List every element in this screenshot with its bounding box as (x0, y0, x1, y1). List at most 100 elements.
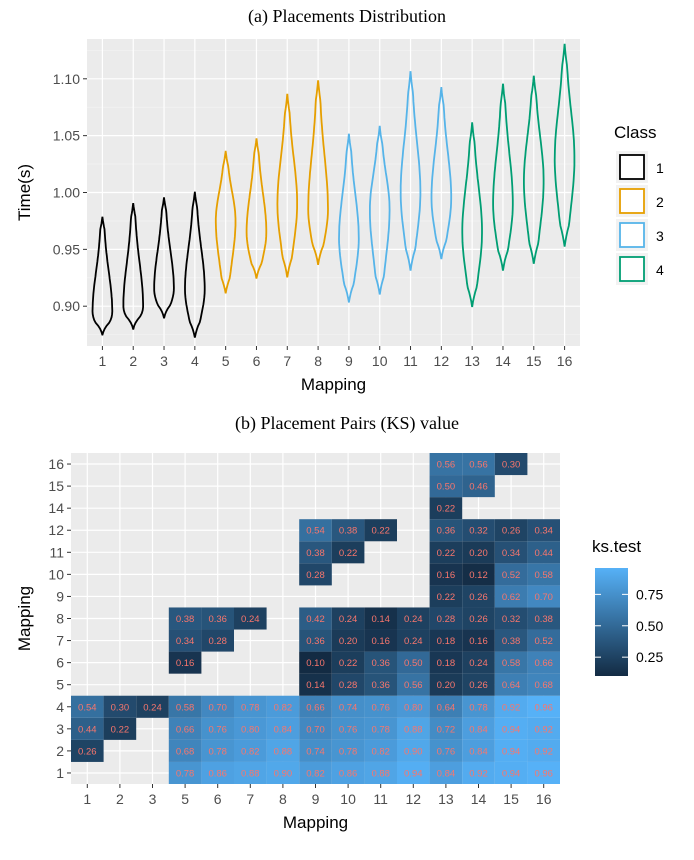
heatmap-cell (429, 585, 463, 608)
y-tick-label: 8 (56, 611, 64, 627)
heatmap-cell (527, 695, 560, 718)
heatmap-cell (397, 673, 430, 696)
heatmap-cell (136, 695, 169, 718)
heatmap-cell (299, 673, 332, 696)
cell-label: 0.72 (437, 724, 456, 735)
x-tick-label: 8 (314, 353, 322, 369)
heatmap-cell (364, 629, 397, 652)
heatmap-cell (397, 629, 430, 652)
cell-label: 0.58 (176, 702, 195, 713)
legend-swatch (619, 188, 645, 214)
cell-label: 0.26 (469, 592, 488, 603)
cell-label: 0.88 (371, 768, 390, 779)
x-tick-label: 14 (495, 353, 511, 369)
cell-label: 0.26 (78, 746, 97, 757)
cell-label: 0.86 (339, 768, 358, 779)
cell-label: 0.26 (469, 614, 488, 625)
heatmap-cell (494, 695, 528, 718)
heatmap-cell (299, 519, 332, 542)
y-tick-label: 16 (48, 456, 64, 472)
cell-label: 0.44 (534, 548, 553, 559)
cell-label: 0.22 (339, 658, 358, 669)
y-tick-label: 1.00 (53, 185, 80, 201)
violin-mapping-7 (276, 93, 298, 278)
heatmap-cell (364, 607, 397, 630)
heatmap-cell (494, 607, 528, 630)
cell-label: 0.64 (502, 680, 521, 691)
cell-label: 0.24 (404, 614, 423, 625)
heatmap-cell (429, 453, 463, 476)
cell-label: 0.70 (534, 592, 553, 603)
heatmap-cell (201, 739, 234, 762)
cell-label: 0.56 (437, 460, 456, 471)
cell-label: 0.96 (534, 702, 553, 713)
heatmap-cell (527, 607, 560, 630)
x-tick-label: 8 (279, 791, 287, 807)
heatmap-cell (462, 475, 495, 498)
cell-label: 0.24 (404, 636, 423, 647)
heatmap-cell (168, 761, 202, 784)
cell-label: 0.92 (534, 724, 553, 735)
legend-label: 4 (656, 262, 664, 278)
cell-label: 0.28 (339, 680, 358, 691)
caption-a: (a) Placements Distribution (248, 6, 446, 26)
y-tick-label: 3 (56, 721, 64, 737)
cell-label: 0.94 (502, 724, 521, 735)
heatmap-cell (234, 717, 267, 740)
heatmap-cell (364, 519, 397, 542)
y-tick-label: 12 (48, 522, 64, 538)
cell-label: 0.36 (437, 526, 456, 537)
cell-label: 0.70 (306, 724, 325, 735)
heatmap-cell (168, 629, 202, 652)
x-tick-label: 11 (373, 791, 388, 807)
heatmap-cell (494, 629, 528, 652)
cell-label: 0.96 (534, 768, 553, 779)
heatmap-cell (429, 563, 463, 586)
violin-mapping-8 (307, 80, 329, 265)
heatmap-cell (462, 673, 495, 696)
x-tick-label: 15 (503, 791, 519, 807)
x-tick-label: 3 (149, 791, 157, 807)
cell-label: 0.16 (469, 636, 488, 647)
cell-label: 0.62 (502, 592, 521, 603)
y-tick-label: 10 (48, 566, 64, 582)
heatmap-cell (299, 739, 332, 762)
y-tick-label: 1.10 (53, 71, 80, 87)
cell-label: 0.26 (502, 526, 521, 537)
caption-b: (b) Placement Pairs (KS) value (235, 413, 459, 433)
heatmap-cell (462, 453, 495, 476)
x-tick-label: 9 (312, 791, 320, 807)
cell-label: 0.16 (371, 636, 390, 647)
cell-label: 0.84 (469, 724, 488, 735)
y-tick-label: 2 (56, 743, 64, 759)
heatmap-cell (168, 607, 202, 630)
heatmap-cell (168, 651, 202, 674)
violin-mapping-13 (461, 122, 483, 308)
cell-label: 0.24 (143, 702, 162, 713)
cell-label: 0.38 (502, 636, 521, 647)
heatmap-cell (364, 739, 397, 762)
cell-label: 0.20 (437, 680, 456, 691)
heatmap-cell (494, 673, 528, 696)
heatmap-cell (527, 541, 560, 564)
cell-label: 0.54 (78, 702, 97, 713)
cell-label: 0.20 (469, 548, 488, 559)
heatmap-cell (201, 607, 234, 630)
y-tick-label: 1 (56, 765, 64, 781)
heatmap-cell (331, 607, 365, 630)
heatmap-cell (494, 563, 528, 586)
cell-label: 0.28 (208, 636, 227, 647)
cell-label: 0.36 (371, 680, 390, 691)
heatmap-cell (331, 761, 365, 784)
y-axis-title: Time(s) (15, 164, 34, 221)
cell-label: 0.76 (437, 746, 456, 757)
cell-label: 0.34 (176, 636, 195, 647)
cell-label: 0.82 (241, 746, 260, 757)
legend-label: 2 (656, 194, 664, 210)
cell-label: 0.32 (469, 526, 488, 537)
heatmap-cell (201, 695, 234, 718)
heatmap-cell (429, 673, 463, 696)
heatmap-cell (429, 761, 463, 784)
heatmap-cell (299, 717, 332, 740)
heatmap-cell (168, 717, 202, 740)
